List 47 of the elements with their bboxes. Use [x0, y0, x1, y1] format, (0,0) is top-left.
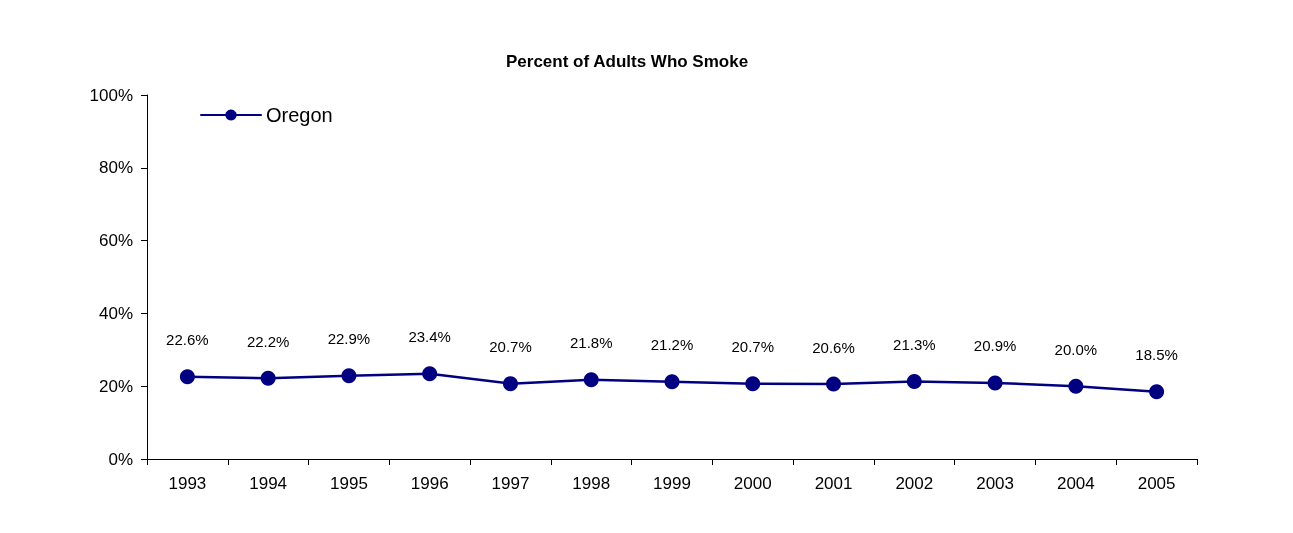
x-tick-label: 2003 — [976, 474, 1014, 493]
point — [502, 376, 518, 392]
point — [341, 368, 357, 384]
chart-title: Percent of Adults Who Smoke — [506, 52, 749, 71]
x-tick-label: 2002 — [895, 474, 934, 493]
point — [664, 374, 680, 390]
point — [745, 376, 761, 392]
point — [179, 369, 195, 385]
x-tick-label: 1999 — [653, 474, 691, 493]
x-tick-label: 1996 — [410, 474, 449, 493]
x-tick-label: 1993 — [168, 474, 207, 493]
data-label: 18.5% — [1135, 346, 1178, 364]
x-tick-label: 2004 — [1056, 474, 1095, 493]
point — [1149, 384, 1165, 400]
x-tick-label: 1997 — [491, 474, 530, 493]
y-tick-label: 80% — [98, 158, 133, 178]
point — [260, 370, 276, 386]
data-label: 20.0% — [1054, 340, 1098, 358]
y-tick-label: 100% — [89, 85, 133, 105]
point — [422, 366, 438, 382]
data-label: 22.6% — [166, 331, 209, 349]
y-tick-label: 60% — [98, 231, 133, 251]
x-tick-label: 2001 — [814, 474, 853, 493]
data-label: 22.2% — [246, 332, 290, 350]
point — [1068, 378, 1084, 394]
x-tick-label: 1994 — [249, 474, 288, 493]
data-label: 23.4% — [408, 328, 451, 346]
data-label: 20.6% — [812, 338, 855, 356]
point — [583, 372, 599, 388]
x-tick-label: 2005 — [1137, 474, 1176, 493]
data-label: 21.2% — [650, 336, 694, 354]
point — [906, 373, 922, 389]
data-label: 21.3% — [893, 335, 936, 353]
y-tick-label: 20% — [98, 376, 133, 396]
y-tick-label: 0% — [108, 449, 133, 469]
point — [987, 375, 1003, 391]
x-tick-label: 1995 — [330, 474, 368, 493]
data-label: 22.9% — [327, 330, 371, 348]
x-tick-label: 2000 — [733, 474, 772, 493]
x-tick-label: 1998 — [572, 474, 611, 493]
y-tick-label: 40% — [98, 303, 133, 323]
data-label: 20.7% — [489, 338, 532, 356]
data-label: 21.8% — [569, 334, 613, 352]
data-label: 20.9% — [973, 337, 1017, 355]
data-label: 20.7% — [731, 338, 775, 356]
legend-label: Oregon — [266, 104, 333, 126]
point — [826, 376, 842, 392]
